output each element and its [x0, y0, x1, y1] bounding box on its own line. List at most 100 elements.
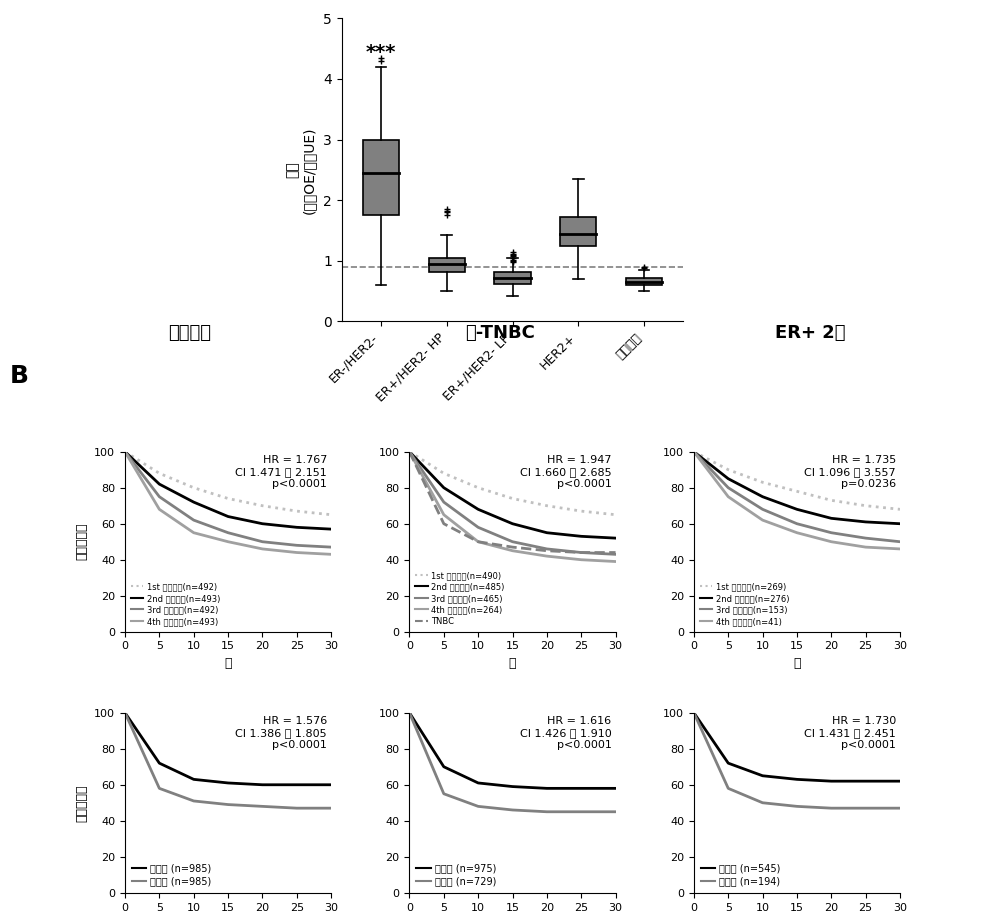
Line: 4th 四分位数(n=41): 4th 四分位数(n=41) [694, 452, 900, 549]
4th 四分位数(n=41) [757, 515, 769, 526]
Line: 3rd 四分位数(n=492): 3rd 四分位数(n=492) [125, 452, 331, 548]
高评分 (n=194) [894, 803, 906, 814]
Line: 3rd 四分位数(n=465): 3rd 四分位数(n=465) [409, 452, 616, 554]
高评分 (n=194) [722, 783, 734, 793]
2nd 四分位数(n=276) [791, 504, 803, 515]
FancyBboxPatch shape [494, 271, 531, 284]
X-axis label: 年: 年 [224, 657, 232, 670]
3rd 四分位数(n=465) [575, 548, 587, 558]
Line: 2nd 四分位数(n=276): 2nd 四分位数(n=276) [694, 452, 900, 524]
2nd 四分位数(n=485) [403, 446, 415, 457]
低评分 (n=975) [610, 783, 622, 793]
2nd 四分位数(n=485) [541, 527, 553, 538]
Line: 低评分 (n=975): 低评分 (n=975) [409, 712, 616, 788]
低评分 (n=545) [825, 775, 837, 786]
1st 四分位数(n=269) [757, 476, 769, 487]
3rd 四分位数(n=465) [506, 537, 518, 548]
低评分 (n=985) [291, 779, 303, 790]
高评分 (n=985) [119, 707, 131, 718]
4th 四分位数(n=264) [438, 509, 450, 520]
3rd 四分位数(n=153) [757, 504, 769, 515]
2nd 四分位数(n=493) [325, 524, 337, 535]
1st 四分位数(n=492) [291, 506, 303, 517]
低评分 (n=985) [222, 777, 234, 788]
1st 四分位数(n=490) [472, 482, 484, 493]
4th 四分位数(n=493) [153, 504, 165, 515]
Y-axis label: 评分
(悠和OE/悠和UE): 评分 (悠和OE/悠和UE) [286, 126, 316, 213]
高评分 (n=985) [222, 799, 234, 810]
Line: 低评分 (n=985): 低评分 (n=985) [125, 712, 331, 784]
X-axis label: 年: 年 [509, 657, 516, 670]
TNBC [541, 546, 553, 557]
4th 四分位数(n=264) [575, 554, 587, 565]
4th 四分位数(n=264) [403, 446, 415, 457]
4th 四分位数(n=264) [506, 546, 518, 557]
高评分 (n=985) [291, 803, 303, 814]
4th 四分位数(n=41) [825, 537, 837, 548]
2nd 四分位数(n=485) [506, 518, 518, 529]
Text: HR = 1.576
CI 1.386 至 1.805
p<0.0001: HR = 1.576 CI 1.386 至 1.805 p<0.0001 [235, 716, 327, 750]
4th 四分位数(n=264) [541, 550, 553, 561]
低评分 (n=975) [472, 777, 484, 788]
低评分 (n=975) [403, 707, 415, 718]
2nd 四分位数(n=276) [894, 518, 906, 529]
3rd 四分位数(n=153) [722, 482, 734, 493]
低评分 (n=975) [438, 762, 450, 773]
3rd 四分位数(n=492) [188, 515, 200, 526]
2nd 四分位数(n=493) [188, 496, 200, 507]
1st 四分位数(n=492) [222, 493, 234, 504]
TNBC [403, 446, 415, 457]
Text: HR = 1.947
CI 1.660 至 2.685
p<0.0001: HR = 1.947 CI 1.660 至 2.685 p<0.0001 [520, 456, 611, 488]
Line: 4th 四分位数(n=493): 4th 四分位数(n=493) [125, 452, 331, 554]
低评分 (n=975) [541, 783, 553, 793]
4th 四分位数(n=41) [688, 446, 700, 457]
低评分 (n=985) [119, 707, 131, 718]
1st 四分位数(n=269) [791, 486, 803, 496]
4th 四分位数(n=41) [894, 544, 906, 555]
高评分 (n=985) [188, 795, 200, 806]
4th 四分位数(n=493) [188, 527, 200, 538]
Legend: 低评分 (n=985), 高评分 (n=985): 低评分 (n=985), 高评分 (n=985) [130, 861, 213, 888]
1st 四分位数(n=492) [188, 482, 200, 493]
Text: 非-TNBC: 非-TNBC [465, 323, 535, 342]
3rd 四分位数(n=465) [610, 548, 622, 559]
高评分 (n=985) [153, 783, 165, 793]
3rd 四分位数(n=153) [860, 533, 872, 544]
1st 四分位数(n=492) [325, 509, 337, 520]
3rd 四分位数(n=492) [291, 540, 303, 551]
2nd 四分位数(n=493) [222, 511, 234, 522]
3rd 四分位数(n=465) [403, 446, 415, 457]
3rd 四分位数(n=465) [472, 522, 484, 533]
1st 四分位数(n=490) [610, 509, 622, 520]
Legend: 1st 四分位数(n=490), 2nd 四分位数(n=485), 3rd 四分位数(n=465), 4th 四分位数(n=264), TNBC: 1st 四分位数(n=490), 2nd 四分位数(n=485), 3rd 四分… [414, 569, 506, 628]
3rd 四分位数(n=492) [119, 446, 131, 457]
1st 四分位数(n=269) [894, 504, 906, 515]
FancyBboxPatch shape [626, 278, 662, 285]
高评分 (n=729) [575, 806, 587, 817]
高评分 (n=194) [688, 707, 700, 718]
Line: 高评分 (n=985): 高评分 (n=985) [125, 712, 331, 808]
FancyBboxPatch shape [363, 139, 399, 215]
4th 四分位数(n=493) [325, 548, 337, 559]
高评分 (n=729) [438, 788, 450, 799]
3rd 四分位数(n=465) [438, 496, 450, 507]
3rd 四分位数(n=153) [688, 446, 700, 457]
3rd 四分位数(n=492) [222, 527, 234, 538]
2nd 四分位数(n=493) [119, 446, 131, 457]
4th 四分位数(n=493) [291, 548, 303, 558]
X-axis label: 年: 年 [793, 657, 801, 670]
2nd 四分位数(n=485) [438, 482, 450, 493]
Text: HR = 1.735
CI 1.096 至 3.557
p=0.0236: HR = 1.735 CI 1.096 至 3.557 p=0.0236 [804, 456, 896, 488]
3rd 四分位数(n=465) [541, 544, 553, 555]
4th 四分位数(n=493) [256, 544, 268, 555]
2nd 四分位数(n=485) [610, 533, 622, 544]
1st 四分位数(n=490) [403, 446, 415, 457]
2nd 四分位数(n=276) [757, 491, 769, 502]
1st 四分位数(n=490) [541, 500, 553, 511]
Text: HR = 1.616
CI 1.426 至 1.910
p<0.0001: HR = 1.616 CI 1.426 至 1.910 p<0.0001 [520, 716, 611, 750]
Legend: 低评分 (n=545), 高评分 (n=194): 低评分 (n=545), 高评分 (n=194) [699, 861, 782, 888]
高评分 (n=729) [506, 804, 518, 815]
高评分 (n=985) [325, 803, 337, 814]
高评分 (n=194) [860, 803, 872, 814]
高评分 (n=194) [757, 797, 769, 808]
